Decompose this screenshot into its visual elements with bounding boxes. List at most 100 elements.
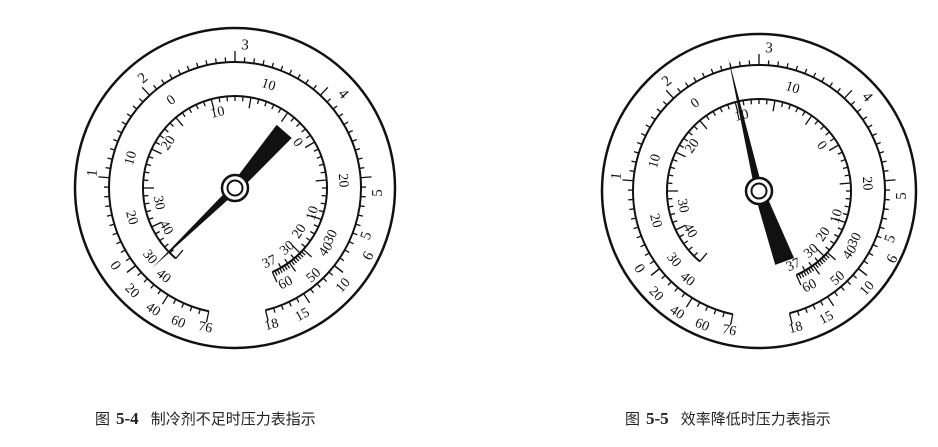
vacuum-sub-tick bbox=[279, 268, 283, 274]
outer-scale-tick bbox=[326, 98, 332, 103]
inner-scale-tick bbox=[159, 237, 165, 242]
bottom-right-scale-tick bbox=[827, 296, 835, 307]
vacuum-sub-tick bbox=[825, 254, 830, 259]
outer-scale-label: 4 bbox=[858, 89, 875, 106]
bottom-left-scale-tick bbox=[681, 292, 686, 298]
outer-scale-tick bbox=[871, 132, 878, 137]
middle-scale-label: 0 bbox=[688, 96, 702, 112]
pressure-gauge-5-5: 0123455601020301020405060101518204060761… bbox=[600, 32, 918, 350]
outer-scale-label: 2 bbox=[135, 70, 151, 87]
inner-scale-tick bbox=[313, 224, 319, 228]
outer-scale-tick bbox=[262, 60, 265, 66]
vacuum-sub-tick bbox=[807, 268, 812, 274]
bottom-left-scale-label: 40 bbox=[143, 300, 163, 320]
outer-scale-tick bbox=[637, 141, 643, 145]
inner-scale-tick bbox=[316, 155, 322, 159]
outer-scale-tick bbox=[359, 167, 365, 170]
inner-scale-tick bbox=[164, 128, 169, 133]
outer-scale-tick bbox=[649, 260, 655, 265]
bottom-left-scale-label: 60 bbox=[693, 316, 712, 335]
bottom-right-scale-tick bbox=[272, 307, 276, 313]
outer-scale-tick bbox=[116, 241, 122, 245]
bottom-left-scale-label: 20 bbox=[122, 281, 143, 302]
outer-scale-tick bbox=[359, 205, 365, 208]
outer-scale-tick bbox=[640, 132, 647, 137]
inner-scale-tick bbox=[256, 98, 260, 105]
outer-scale-tick bbox=[850, 101, 856, 106]
outer-scale-label: 0 bbox=[106, 258, 124, 273]
inner-scale-tick bbox=[668, 174, 674, 177]
inner-scale-tick bbox=[320, 202, 326, 205]
inner-scale-tick bbox=[181, 112, 186, 118]
needle-counterweight bbox=[231, 124, 292, 192]
bottom-right-scale-arc bbox=[789, 267, 860, 315]
bottom-left-scale-tick bbox=[661, 274, 666, 280]
outer-scale-tick bbox=[107, 157, 113, 160]
outer-scale-label: 5 bbox=[894, 192, 910, 200]
bottom-left-scale-tick bbox=[157, 289, 162, 295]
middle-scale-label: 20 bbox=[646, 212, 664, 230]
inner-scale-tick bbox=[669, 212, 676, 216]
middle-scale-label: 20 bbox=[122, 209, 140, 227]
vacuum-sub-tick bbox=[826, 252, 836, 261]
bottom-right-scale-tick bbox=[295, 297, 300, 303]
middle-scale-label: 15 bbox=[817, 308, 836, 328]
middle-scale-label: 10 bbox=[259, 76, 277, 95]
bottom-left-scale-tick bbox=[137, 271, 142, 277]
outer-scale-tick bbox=[677, 87, 682, 93]
needle-hub-center bbox=[226, 179, 244, 197]
outer-scale-tick bbox=[112, 232, 118, 236]
inner-scale-tick bbox=[310, 215, 322, 221]
inner-scale-tick bbox=[280, 112, 289, 123]
inner-scale-tick bbox=[814, 120, 819, 125]
needle-pointer bbox=[728, 57, 763, 192]
inner-scale-tick bbox=[683, 240, 689, 245]
outer-scale-tick bbox=[332, 105, 338, 110]
inner-scale-tick bbox=[837, 151, 843, 155]
outer-scale-tick bbox=[141, 86, 151, 96]
inner-scale-label: 30 bbox=[139, 247, 159, 267]
outer-scale-tick bbox=[881, 217, 888, 220]
outer-scale-tick bbox=[836, 87, 841, 93]
vacuum-sub-tick bbox=[281, 266, 286, 272]
inner-scale-tick bbox=[159, 134, 165, 139]
middle-scale-label: 18 bbox=[263, 316, 280, 334]
needle-counterweight bbox=[754, 189, 795, 265]
bottom-right-scale-tick bbox=[303, 293, 311, 304]
inner-scale-tick bbox=[699, 120, 708, 130]
vacuum-sub-tick bbox=[814, 263, 819, 269]
outer-scale-tick bbox=[629, 208, 635, 211]
outer-scale-tick bbox=[738, 61, 741, 67]
needle-pointer bbox=[152, 185, 238, 268]
outer-scale-tick bbox=[710, 68, 714, 74]
vacuum-sub-arc bbox=[796, 251, 829, 276]
outer-scale-tick bbox=[352, 232, 358, 236]
outer-scale-tick bbox=[177, 69, 182, 75]
figure-number: 5-4 bbox=[116, 409, 139, 428]
middle-scale-label: 0 bbox=[164, 93, 178, 109]
outer-scale-label: 0 bbox=[630, 261, 648, 276]
outer-scale-tick bbox=[633, 151, 640, 154]
inner-scale-tick bbox=[837, 227, 843, 231]
outer-scale-tick bbox=[288, 69, 293, 75]
inner-scale-tick bbox=[151, 221, 162, 228]
outer-scale-tick bbox=[631, 160, 637, 163]
vacuum-sub-tick bbox=[271, 271, 278, 283]
outer-scale-tick bbox=[105, 167, 111, 170]
bottom-left-scale-tick bbox=[650, 268, 661, 276]
vacuum-sub-tick bbox=[803, 271, 807, 277]
inner-scale-tick bbox=[825, 246, 830, 251]
inner-scale-tick bbox=[145, 209, 152, 213]
inner-scale-label: 40 bbox=[153, 266, 173, 286]
outer-scale-tick bbox=[729, 63, 732, 69]
inner-scale-tick bbox=[151, 148, 162, 155]
inner-scale-label: 20 bbox=[159, 133, 179, 153]
figure-caption-text: 效率降低时压力表指示 bbox=[680, 410, 831, 428]
inner-scale-tick bbox=[675, 151, 686, 158]
inner-scale-tick bbox=[820, 125, 825, 130]
outer-scale-tick bbox=[339, 257, 345, 262]
bottom-left-scale-tick bbox=[667, 281, 672, 286]
bottom-left-scale-tick bbox=[729, 314, 734, 326]
bottom-right-scale-tick bbox=[812, 304, 816, 310]
